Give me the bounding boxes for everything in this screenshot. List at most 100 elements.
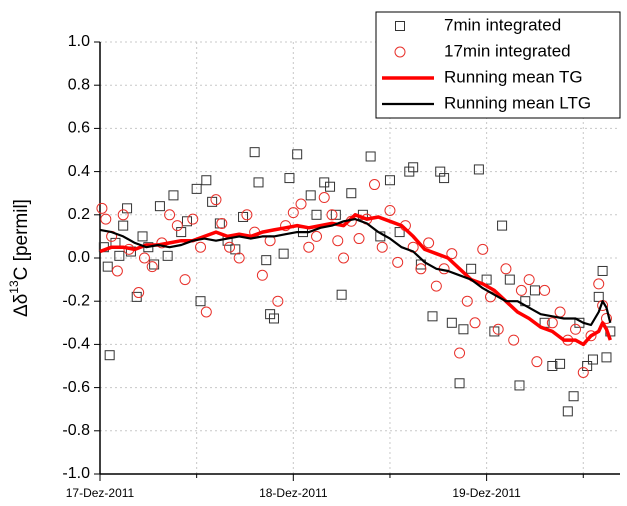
point (224, 241, 236, 253)
point (200, 306, 212, 318)
y-tick-label: -0.2 (62, 292, 90, 309)
point (326, 209, 338, 221)
y-label-sup: 13 (7, 280, 21, 294)
point (568, 391, 579, 402)
point (570, 323, 582, 335)
line (99, 218, 612, 327)
point (338, 252, 350, 264)
point (138, 252, 150, 264)
point (295, 198, 307, 210)
point (515, 284, 527, 296)
point (593, 278, 605, 290)
point (466, 263, 477, 274)
point (233, 252, 245, 264)
point (191, 183, 202, 194)
point (593, 291, 604, 302)
point (392, 256, 404, 268)
point (154, 201, 165, 212)
y-axis-label: Δδ13C [permil] (7, 199, 32, 317)
point (171, 220, 183, 232)
point (461, 295, 473, 307)
point (539, 284, 551, 296)
point (122, 203, 133, 214)
y-tick-label: 0.0 (68, 249, 90, 266)
point (529, 285, 540, 296)
point (427, 311, 438, 322)
point (168, 190, 179, 201)
y-tick-label: 1.0 (68, 33, 90, 50)
point (111, 265, 123, 277)
point (577, 366, 589, 378)
point (469, 317, 481, 329)
point (102, 261, 113, 272)
legend-label: 17min integrated (444, 41, 571, 60)
x-tick-label: 17-Dez-2011 (66, 486, 135, 500)
point (384, 204, 396, 216)
point (256, 269, 268, 281)
point (384, 175, 395, 186)
point (562, 406, 573, 417)
point (547, 361, 558, 371)
point (261, 255, 272, 266)
point (492, 323, 504, 335)
point (195, 241, 207, 253)
point (179, 274, 191, 286)
point (96, 202, 108, 214)
point (284, 173, 295, 184)
point (454, 378, 465, 389)
point (555, 358, 566, 369)
point (137, 231, 148, 242)
point (149, 259, 160, 270)
point (500, 263, 512, 275)
point (311, 230, 323, 242)
point (430, 280, 442, 292)
point (216, 217, 228, 229)
point (230, 244, 241, 255)
point (176, 227, 187, 238)
legend-label: Running mean TG (444, 67, 583, 86)
point (514, 380, 525, 391)
point (600, 312, 612, 324)
point (365, 151, 376, 162)
point (332, 235, 344, 247)
point (473, 164, 484, 175)
point (376, 241, 388, 253)
point (133, 287, 145, 299)
point (504, 274, 515, 285)
point (346, 188, 357, 199)
point (582, 361, 593, 371)
point (181, 216, 192, 227)
point (454, 347, 466, 359)
point (546, 317, 558, 329)
point (597, 265, 608, 276)
point (446, 317, 457, 328)
point (210, 194, 222, 206)
legend-box (375, 11, 621, 119)
point (118, 220, 129, 231)
point (162, 250, 173, 261)
point (241, 209, 253, 221)
point (292, 149, 303, 160)
point (146, 261, 158, 273)
point (104, 350, 115, 361)
legend-label: 7min integrated (444, 15, 561, 34)
point (497, 220, 508, 231)
point (114, 250, 125, 261)
x-tick-label: 19-Dez-2011 (452, 486, 521, 500)
point (325, 181, 336, 192)
point (272, 295, 284, 307)
y-label-prefix: Δδ (11, 294, 32, 317)
point (268, 313, 279, 324)
y-label-suffix: C [permil] (11, 199, 32, 280)
point (249, 147, 260, 158)
point (435, 166, 446, 177)
point (195, 296, 206, 307)
point (278, 248, 289, 259)
point (311, 209, 322, 220)
point (415, 263, 427, 275)
point (554, 306, 566, 318)
point (253, 177, 264, 188)
y-tick-label: -0.4 (62, 336, 90, 353)
point (523, 274, 535, 286)
